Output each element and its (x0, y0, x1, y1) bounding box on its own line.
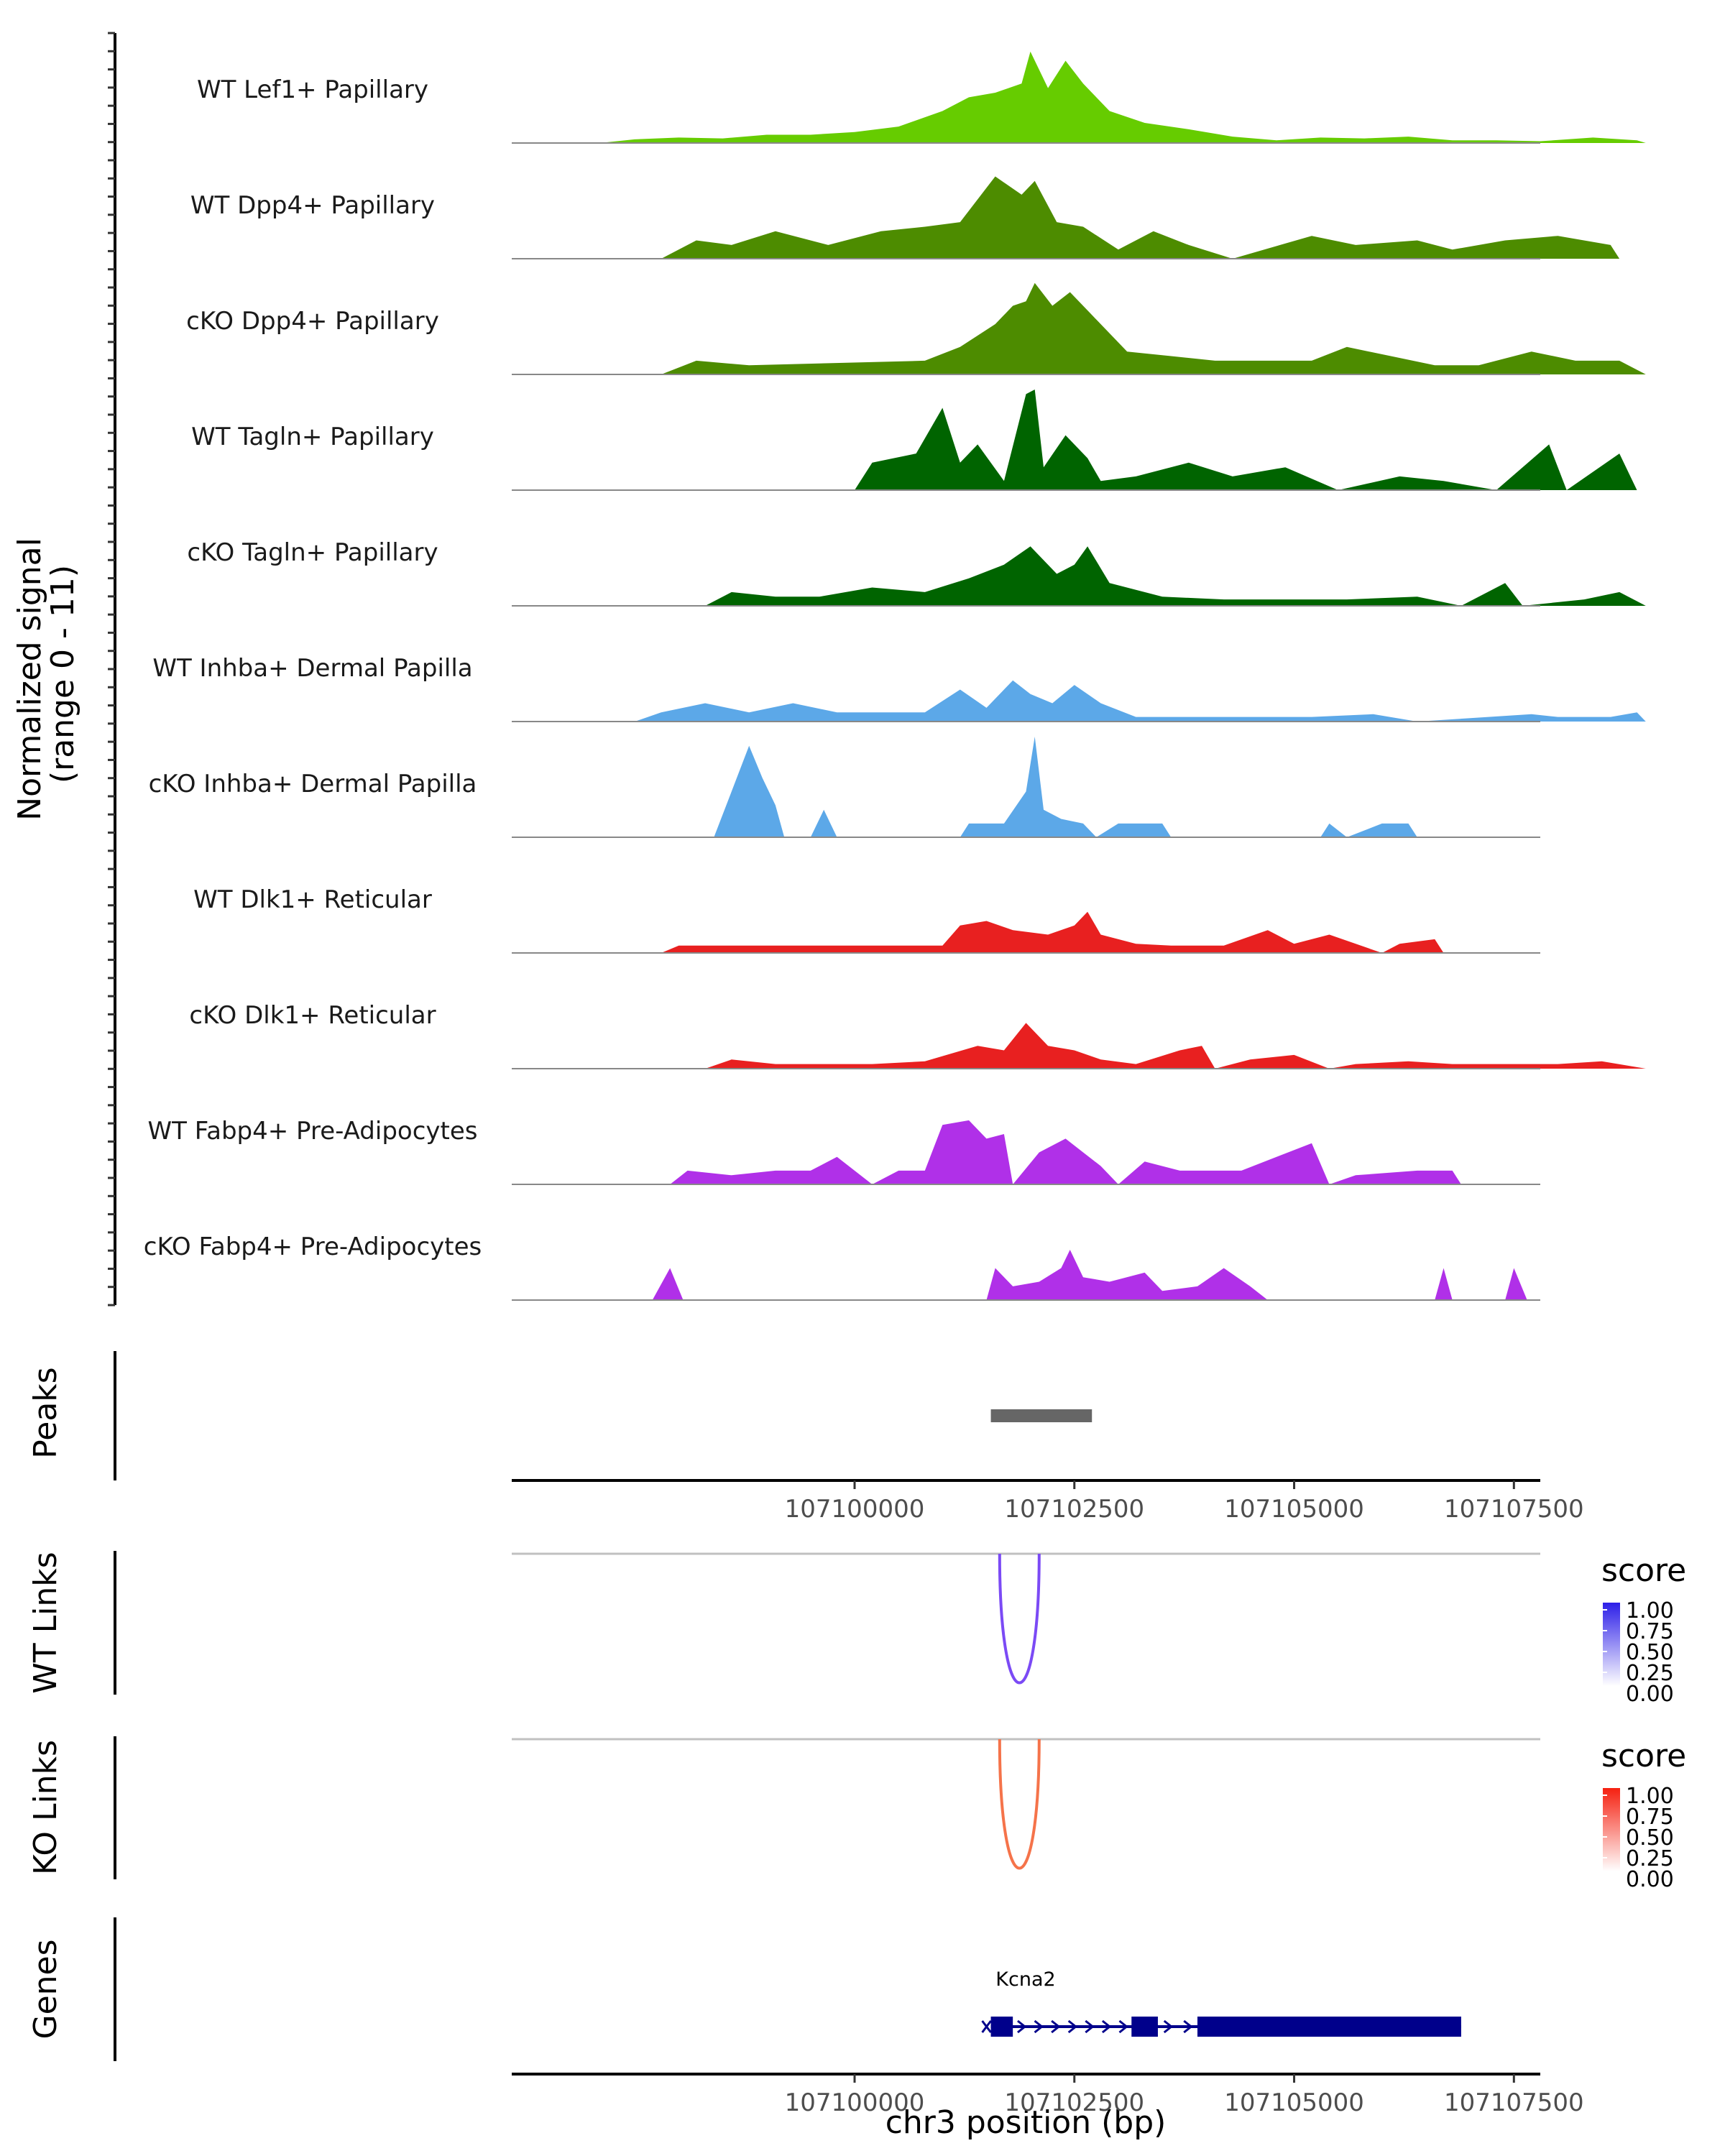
coverage-track-label: WT Fabp4+ Pre-Adipocytes (148, 1117, 478, 1146)
gene-strand-arrow (1067, 2019, 1078, 2034)
link-legend-title-0: score (1601, 1552, 1686, 1589)
gene-strand-arrow (1163, 2019, 1174, 2034)
gene-strand-arrow (1017, 2019, 1027, 2034)
link-legend-tick-label: 1.00 (1626, 1784, 1674, 1809)
x-axis-tick-label-top: 107107500 (1444, 1495, 1584, 1524)
links-track-label-0: WT Links (27, 1552, 64, 1693)
gene-exon-1 (1131, 2017, 1158, 2037)
gene-strand-arrow (1101, 2019, 1112, 2034)
x-axis-tick-label-top: 107105000 (1224, 1495, 1364, 1524)
peaks-panel: Peaks (27, 1351, 1092, 1480)
coverage-track-label: cKO Dpp4+ Papillary (186, 307, 439, 336)
x-axis-tick-label-bottom: 107100000 (785, 2088, 925, 2117)
coverage-area-track-1 (661, 176, 1620, 259)
link-legend-tick-label: 1.00 (1626, 1598, 1674, 1623)
peaks-track-label: Peaks (27, 1367, 64, 1458)
coverage-area-track-0 (599, 51, 1646, 143)
coverage-y-axis-title-line2: (range 0 - 11) (45, 565, 81, 783)
coverage-track-label: cKO Fabp4+ Pre-Adipocytes (144, 1233, 482, 1261)
coverage-area-track-7 (661, 911, 1444, 953)
link-legend-tick-label: 0.75 (1626, 1619, 1674, 1644)
coverage-area-track-5 (635, 680, 1646, 722)
coverage-area-track-3 (855, 390, 1637, 490)
genes-panel: Genes Kcna2 (27, 1917, 1461, 2061)
coverage-track-label: cKO Inhba+ Dermal Papilla (149, 770, 477, 798)
coverage-track-label: WT Tagln+ Papillary (191, 423, 434, 451)
coverage-track-label: WT Inhba+ Dermal Papilla (152, 654, 472, 683)
peak-region-0 (990, 1409, 1092, 1422)
link-legend-title-1: score (1601, 1738, 1686, 1774)
links-track-label-1: KO Links (27, 1740, 64, 1875)
genes-track-label: Genes (27, 1939, 64, 2039)
link-legend-colorbar-0 (1603, 1603, 1620, 1686)
gene-strand-arrow (1118, 2019, 1128, 2034)
x-axis-tick-label-bottom: 107105000 (1224, 2088, 1364, 2117)
link-legend-tick-label: 0.00 (1626, 1682, 1674, 1707)
link-legend-tick-label: 0.75 (1626, 1805, 1674, 1830)
x-axis-tick-label-bottom: 107102500 (1004, 2088, 1144, 2117)
link-legend-tick-label: 0.00 (1626, 1867, 1674, 1892)
gene-exon-0 (990, 2017, 1013, 2037)
coverage-area-track-10 (652, 1250, 1527, 1300)
coverage-area-track-2 (661, 282, 1646, 374)
link-legend-tick-label: 0.50 (1626, 1640, 1674, 1665)
coverage-track-label: cKO Tagln+ Papillary (187, 538, 438, 567)
coverage-track-label: WT Lef1+ Papillary (197, 75, 428, 104)
gene-strand-arrow (1051, 2019, 1061, 2034)
link-legend-tick-label: 0.25 (1626, 1846, 1674, 1871)
gene-strand-arrow (1034, 2019, 1044, 2034)
coverage-y-axis-title-line1: Normalized signal (12, 538, 48, 821)
link-legend-tick-label: 0.50 (1626, 1825, 1674, 1851)
x-axis-tick-label-top: 107102500 (1004, 1495, 1144, 1524)
gene-strand-arrow (1085, 2019, 1095, 2034)
coverage-area-track-9 (670, 1120, 1461, 1184)
gene-exon-2 (1197, 2017, 1461, 2037)
link-legend-colorbar-1 (1603, 1788, 1620, 1871)
coverage-track-label: WT Dpp4+ Papillary (190, 191, 435, 220)
coverage-area-track-4 (705, 546, 1646, 606)
coverage-track-label: cKO Dlk1+ Reticular (189, 1001, 436, 1030)
coverage-area-track-8 (705, 1023, 1646, 1069)
link-arc-0 (998, 1553, 1041, 1685)
gene-start-marker (981, 2020, 992, 2033)
gene-strand-arrow (1183, 2019, 1193, 2034)
x-axis-tick-label-bottom: 107107500 (1444, 2088, 1584, 2117)
x-axis-tick-label-top: 107100000 (785, 1495, 925, 1524)
x-axis-panel: chr3 position (bp) 107100000 107102500 107… (512, 1479, 1584, 2141)
coverage-panel: Normalized signal (range 0 - 11) WT Lef1… (12, 32, 1646, 1307)
link-arc-1 (998, 1738, 1041, 1870)
coverage-track-label: WT Dlk1+ Reticular (193, 885, 432, 914)
x-axis-title: chr3 position (bp) (886, 2104, 1167, 2141)
coverage-y-axis-title: Normalized signal (range 0 - 11) (12, 528, 81, 821)
link-legend-tick-label: 0.25 (1626, 1661, 1674, 1686)
gene-name-label: Kcna2 (995, 1968, 1055, 1991)
